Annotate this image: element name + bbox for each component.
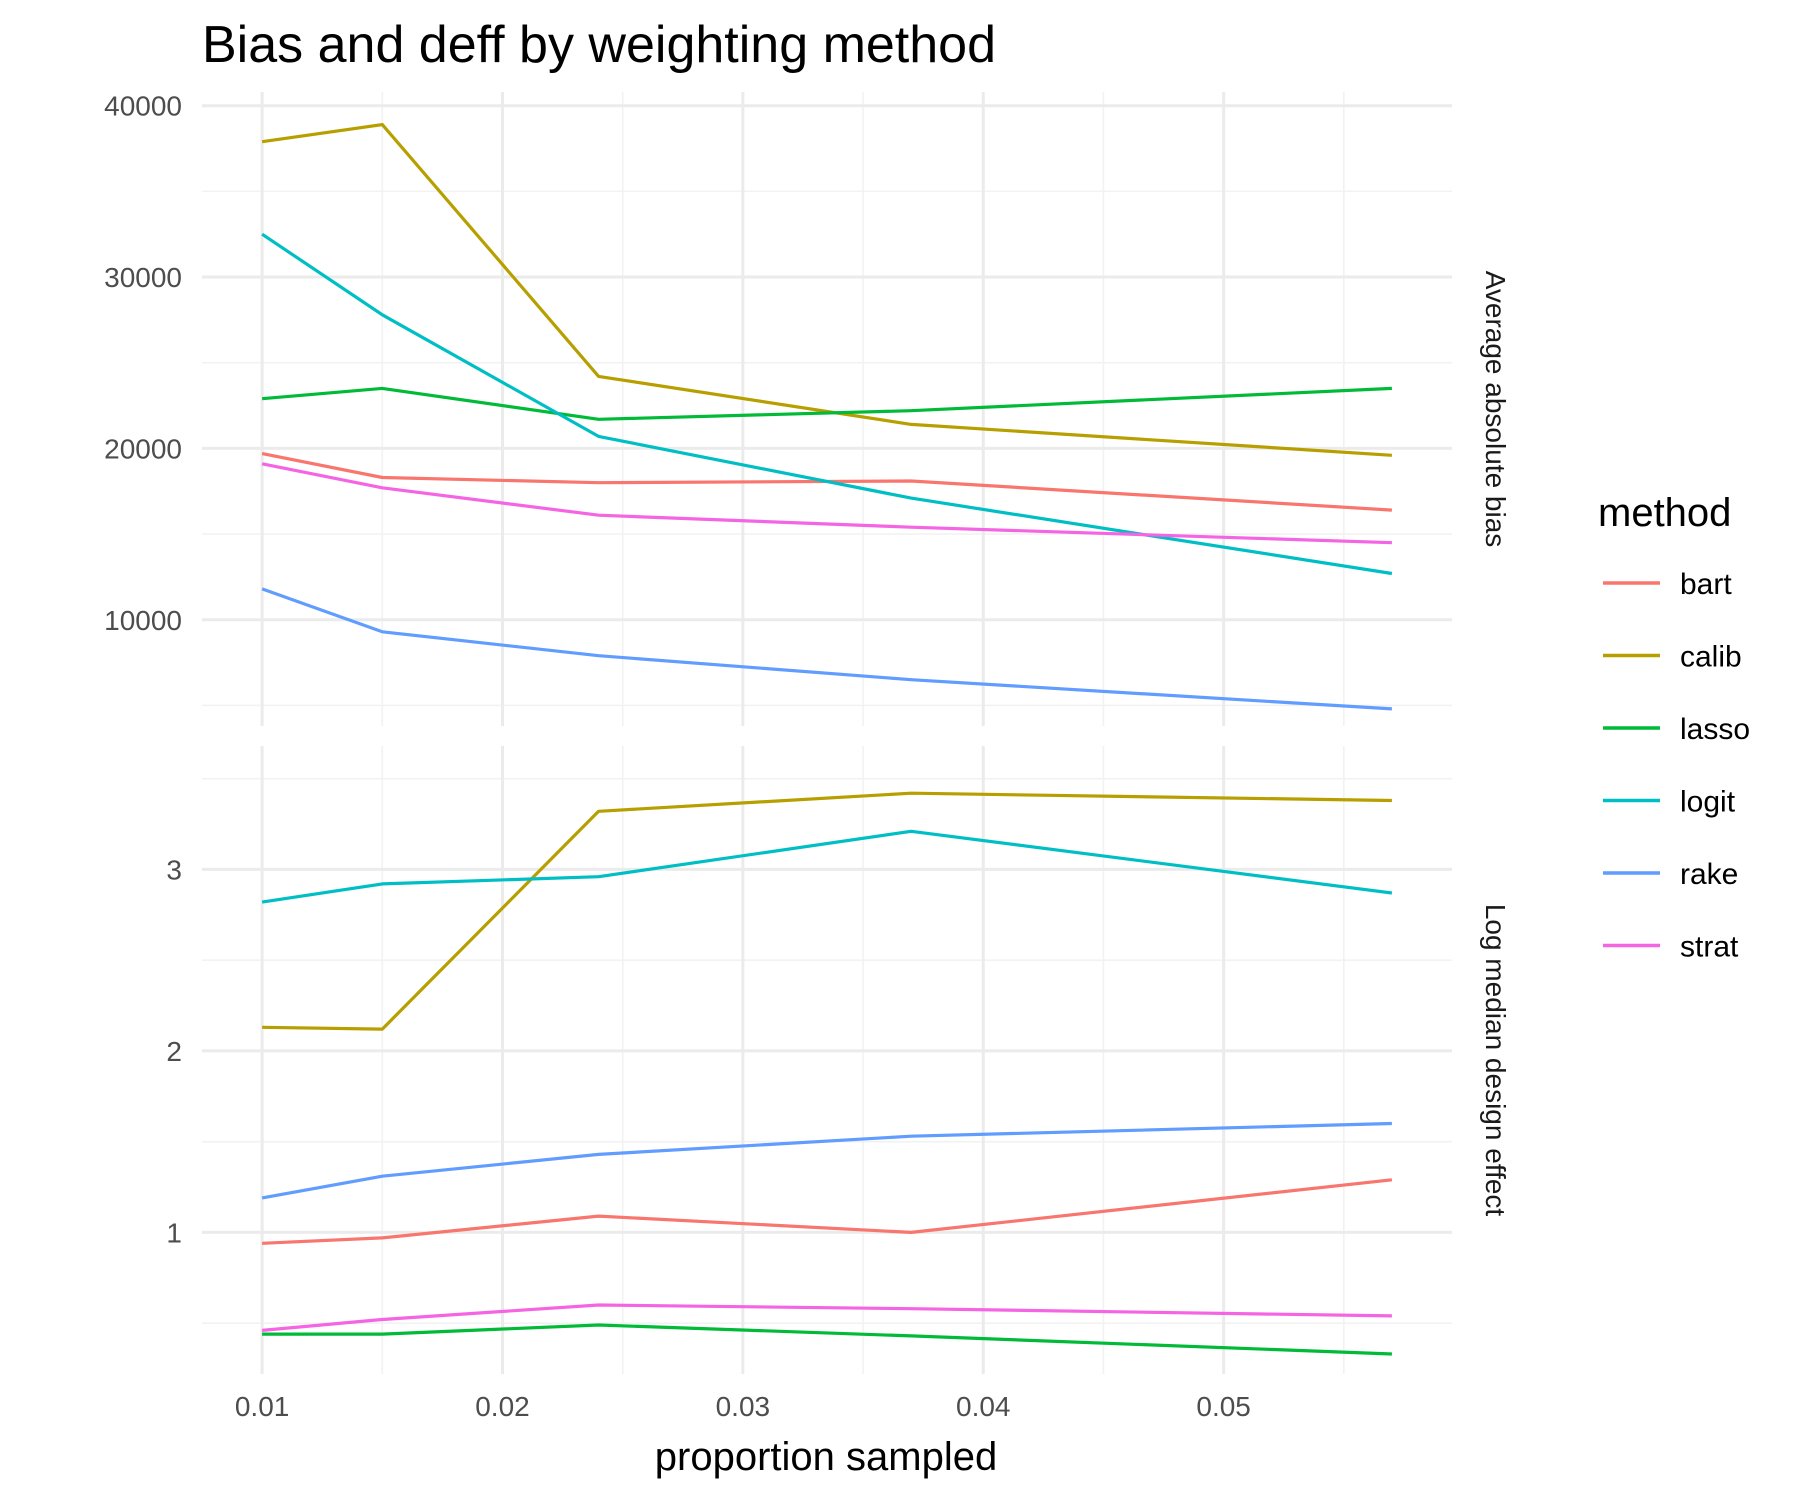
grid-top	[202, 92, 1452, 726]
series-line-lasso	[262, 1323, 1392, 1356]
panel-log-median-design-effect: 1 2 3 Log median design effect	[166, 746, 1511, 1374]
strip-label-bottom: Log median design effect	[1480, 904, 1511, 1217]
chart-title: Bias and deff by weighting method	[202, 16, 996, 74]
y-tick-label: 2	[166, 1036, 182, 1067]
series-line-strat	[261, 462, 1392, 545]
series-line-logit	[261, 829, 1393, 904]
y-tick-label: 1	[166, 1217, 182, 1248]
y-tick-label: 40000	[104, 91, 182, 122]
series-line-rake	[261, 1121, 1392, 1200]
x-tick-label: 0.04	[956, 1391, 1011, 1422]
series-line-bart	[262, 1178, 1393, 1245]
x-tick-label: 0.03	[716, 1391, 771, 1422]
series-line-lasso	[261, 386, 1392, 421]
strip-label-top: Average absolute bias	[1480, 271, 1511, 548]
panel-average-absolute-bias: 10000 20000 30000 40000 Average absolute bi…	[104, 91, 1511, 726]
x-tick-label: 0.02	[475, 1391, 530, 1422]
y-axis-top: 10000 20000 30000 40000	[104, 91, 182, 636]
series-line-calib	[261, 122, 1393, 457]
grid-bottom	[202, 746, 1452, 1374]
series-line-logit	[261, 232, 1393, 576]
legend-title: method	[1598, 491, 1731, 535]
series-line-rake	[261, 587, 1392, 711]
x-axis: 0.01 0.02 0.03 0.04 0.05	[235, 1391, 1251, 1422]
legend: method bart calib lasso logit rake strat	[1598, 491, 1750, 964]
series-top	[261, 122, 1393, 711]
legend-items: bart calib lasso logit rake strat	[1603, 568, 1750, 964]
x-tick-label: 0.05	[1196, 1391, 1251, 1422]
legend-label-bart: bart	[1680, 568, 1732, 601]
y-tick-label: 10000	[104, 605, 182, 636]
legend-label-rake: rake	[1680, 858, 1738, 891]
y-tick-label: 3	[166, 854, 182, 885]
legend-label-logit: logit	[1680, 786, 1736, 819]
x-axis-title: proportion sampled	[655, 1435, 997, 1479]
series-line-bart	[261, 452, 1392, 512]
series-bottom	[261, 791, 1393, 1356]
legend-label-lasso: lasso	[1680, 713, 1750, 746]
y-tick-label: 20000	[104, 433, 182, 464]
series-line-strat	[261, 1303, 1392, 1332]
y-tick-label: 30000	[104, 262, 182, 293]
legend-label-strat: strat	[1680, 931, 1739, 964]
series-line-calib	[262, 791, 1392, 1031]
y-axis-bottom: 1 2 3	[166, 854, 182, 1248]
x-tick-label: 0.01	[235, 1391, 290, 1422]
legend-label-calib: calib	[1680, 641, 1742, 674]
